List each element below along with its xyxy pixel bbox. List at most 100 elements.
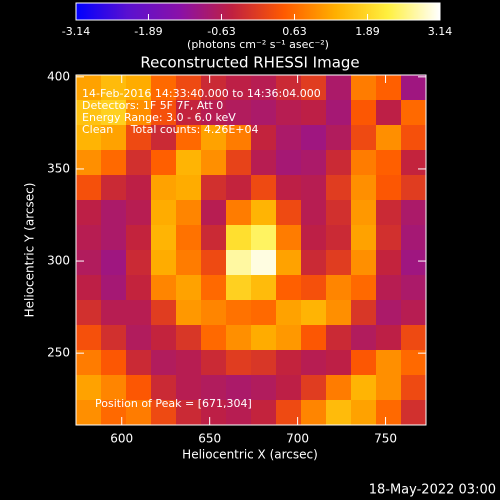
heatmap-cell [76,325,102,351]
heatmap-cell [251,325,277,351]
x-axis-label: Heliocentric X (arcsec) [182,448,318,462]
heatmap-cell [126,75,152,101]
heatmap-cell [126,325,152,351]
heatmap-cell [176,350,202,376]
heatmap-cell [76,250,102,276]
heatmap-cell [301,200,327,226]
heatmap-cell [101,125,127,151]
heatmap-cell [76,175,102,201]
heatmap-cell [176,225,202,251]
heatmap-cell [126,400,152,426]
y-axis-label: Heliocentric Y (arcsec) [23,183,37,318]
heatmap-cell [226,200,252,226]
colorbar [75,2,441,21]
heatmap-cell [151,275,177,301]
heatmap-cell [401,225,427,251]
heatmap-cell [101,325,127,351]
heatmap-cell [151,400,177,426]
heatmap-cell [401,75,427,101]
heatmap-cell [176,250,202,276]
heatmap-cell [301,350,327,376]
heatmap-cell [376,350,402,376]
heatmap-cell [401,275,427,301]
heatmap-cell [101,175,127,201]
x-tick-label: 600 [110,432,133,446]
heatmap-cell [226,175,252,201]
heatmap-cell [101,350,127,376]
colorbar-tick-label: -1.89 [134,25,162,38]
heatmap-cell [376,200,402,226]
heatmap-cell [251,125,277,151]
heatmap-cell [251,350,277,376]
heatmap-cell [301,375,327,401]
heatmap-cell [351,300,377,326]
heatmap-cell [176,200,202,226]
heatmap-cell [176,175,202,201]
heatmap-cell [376,250,402,276]
heatmap-cell [276,250,302,276]
heatmap-cell [151,200,177,226]
heatmap-cell [201,250,227,276]
heatmap-cell [201,200,227,226]
heatmap-cell [126,300,152,326]
annotation: Clean Total counts: 4.26E+04 [82,123,259,136]
heatmap-cell [226,100,252,126]
heatmap-cell [226,400,252,426]
heatmap-cell [376,300,402,326]
heatmap-cell [126,225,152,251]
heatmap-cell [76,75,102,101]
heatmap-cell [276,150,302,176]
chart-title: Reconstructed RHESSI Image [140,54,359,72]
heatmap-cell [76,100,102,126]
heatmap-cell [276,325,302,351]
heatmap-cell [151,325,177,351]
heatmap-cell [401,250,427,276]
heatmap-cell [101,250,127,276]
heatmap-cell [176,75,202,101]
annotation: Energy Range: 3.0 - 6.0 keV [82,111,236,124]
heatmap-cell [101,400,127,426]
heatmap-cell [376,100,402,126]
heatmap-cell [301,75,327,101]
colorbar-tick-label: -0.63 [207,25,235,38]
heatmap-cell [276,175,302,201]
heatmap-cell [351,200,377,226]
heatmap-cell [101,275,127,301]
heatmap-cell [276,125,302,151]
heatmap-cell [201,375,227,401]
heatmap-cell [76,225,102,251]
heatmap-cell [226,250,252,276]
heatmap-cell [126,200,152,226]
heatmap-cell [276,225,302,251]
heatmap-cell [301,250,327,276]
heatmap-cell [401,400,427,426]
heatmap-cell [76,125,102,151]
heatmap-cell [326,100,352,126]
heatmap-cell [76,375,102,401]
heatmap-cell [126,150,152,176]
y-tick-label: 250 [47,346,70,360]
heatmap-cell [151,375,177,401]
heatmap-cell [151,75,177,101]
heatmap-cell [276,350,302,376]
heatmap-cell [251,375,277,401]
heatmap-cell [326,175,352,201]
heatmap-cell [126,250,152,276]
heatmap-cell [351,325,377,351]
heatmap-cell [351,375,377,401]
y-tick-label: 300 [47,254,70,268]
heatmap-cell [126,125,152,151]
heatmap-cell [201,325,227,351]
colorbar-label: (photons cm⁻² s⁻¹ asec⁻²) [187,38,329,51]
heatmap-cell [76,350,102,376]
heatmap-cell [101,75,127,101]
heatmap-cell [101,200,127,226]
heatmap-cell [226,325,252,351]
heatmap-cell [126,175,152,201]
heatmap-cell [251,150,277,176]
heatmap-cell [301,150,327,176]
heatmap-cell [126,350,152,376]
heatmap-cell [176,375,202,401]
y-tick-label: 350 [47,161,70,175]
heatmap-cell [251,250,277,276]
